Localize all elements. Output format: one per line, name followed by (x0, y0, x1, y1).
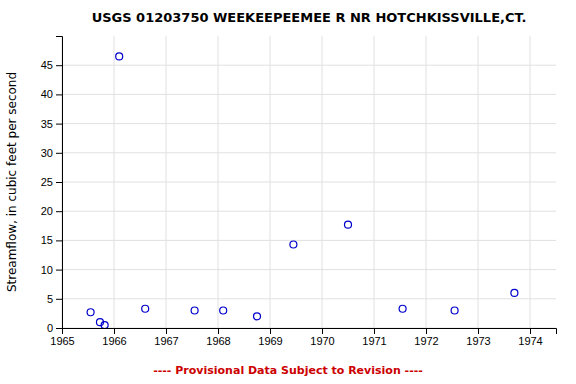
point (101, 322, 108, 328)
point (116, 53, 123, 60)
y-grid-line (62, 94, 556, 95)
x-tick-label: 1969 (258, 335, 282, 347)
x-tick-label: 1974 (518, 335, 542, 347)
plot: 1965 1966 1967 1968 1969 1970 1971 1972 1973 1974… (41, 36, 557, 347)
x-tick: 1972 (414, 328, 438, 347)
x-tick: 1973 (466, 328, 490, 347)
x-tick: 1970 (310, 328, 334, 347)
x-tick-label: 1970 (310, 335, 334, 347)
x-tick-mark (114, 328, 115, 334)
y-tick-mark (56, 94, 62, 95)
y-grid-line (62, 298, 556, 299)
point (345, 221, 352, 228)
y-tick-label: 20 (41, 205, 53, 217)
y-tick-label: 30 (41, 147, 53, 159)
x-tick-mark (218, 328, 219, 334)
y-tick-mark (56, 153, 62, 154)
point (87, 309, 94, 316)
x-tick-label: 1965 (50, 335, 74, 347)
point (451, 307, 458, 314)
x-tick-mark (426, 328, 427, 334)
y-tick: 10 (41, 264, 62, 276)
x-tick-label: 1971 (362, 335, 386, 347)
y-tick-mark (56, 182, 62, 183)
y-tick: 25 (41, 176, 62, 188)
x-tick-label: 1966 (102, 335, 126, 347)
point (142, 305, 149, 312)
y-tick: 40 (41, 88, 62, 100)
x-tick: 1971 (362, 328, 386, 347)
x-tick: 1967 (154, 328, 178, 347)
y-tick-mark (56, 124, 62, 125)
x-axis-line (63, 329, 557, 335)
y-grid-line (62, 240, 556, 241)
y-tick: 5 (47, 293, 62, 305)
x-tick-mark (374, 328, 375, 334)
y-tick-mark (56, 65, 62, 66)
y-tick-label: 5 (47, 293, 53, 305)
y-tick-label: 0 (47, 322, 53, 334)
y-tick-label: 40 (41, 88, 53, 100)
x-tick: 1965 (50, 328, 74, 347)
y-grid-line (62, 123, 556, 124)
y-tick: 35 (41, 118, 62, 130)
x-tick-mark (322, 328, 323, 334)
y-axis: 0 5 10 15 20 25 30 35 40 45 (41, 37, 63, 335)
x-tick-mark (166, 328, 167, 334)
point (254, 313, 261, 320)
y-tick-mark (56, 328, 62, 329)
point (191, 307, 198, 314)
y-grid-line (62, 182, 556, 183)
y-axis-line (56, 37, 63, 329)
title: USGS 01203750 WEEKEEPEEMEE R NR HOTCHKIS… (92, 10, 527, 25)
points (87, 53, 518, 328)
y-tick-label: 35 (41, 118, 53, 130)
y-tick-mark (56, 240, 62, 241)
y-tick: 0 (47, 322, 62, 334)
y-tick-label: 25 (41, 176, 53, 188)
x-tick-mark (270, 328, 271, 334)
point (399, 305, 406, 312)
y-grid-line (62, 65, 556, 66)
y-tick-mark (56, 211, 62, 212)
y-tick-label: 45 (41, 59, 53, 71)
y-tick: 15 (41, 234, 62, 246)
x-tick-label: 1973 (466, 335, 490, 347)
x-tick-label: 1972 (414, 335, 438, 347)
point (290, 241, 297, 248)
x-tick-mark (478, 328, 479, 334)
y-tick: 45 (41, 59, 62, 71)
y-grid-line (62, 211, 556, 212)
y-axis-title: Streamflow, in cubic feet per second (5, 72, 19, 292)
y-tick: 30 (41, 147, 62, 159)
y-grid-line (62, 152, 556, 153)
point (220, 307, 227, 314)
x-axis: 1965 1966 1967 1968 1969 1970 1971 1972 1973 1974 (50, 328, 556, 347)
x-tick: 1969 (258, 328, 282, 347)
y-tick-label: 10 (41, 264, 53, 276)
x-tick-label: 1968 (206, 335, 230, 347)
x-tick: 1966 (102, 328, 126, 347)
chart: 1965 1966 1967 1968 1969 1970 1971 1972 1973 1974… (0, 0, 576, 384)
y-tick: 20 (41, 205, 62, 217)
x-tick-label: 1967 (154, 335, 178, 347)
x-tick: 1974 (518, 328, 542, 347)
y-tick-mark (56, 299, 62, 300)
y-grid-line (62, 269, 556, 270)
x-tick: 1968 (206, 328, 230, 347)
y-tick-mark (56, 270, 62, 271)
x-tick-mark (530, 328, 531, 334)
y-tick-label: 15 (41, 234, 53, 246)
point (511, 289, 518, 296)
footer: ---- Provisional Data Subject to Revisio… (153, 364, 423, 377)
grid (62, 36, 556, 328)
